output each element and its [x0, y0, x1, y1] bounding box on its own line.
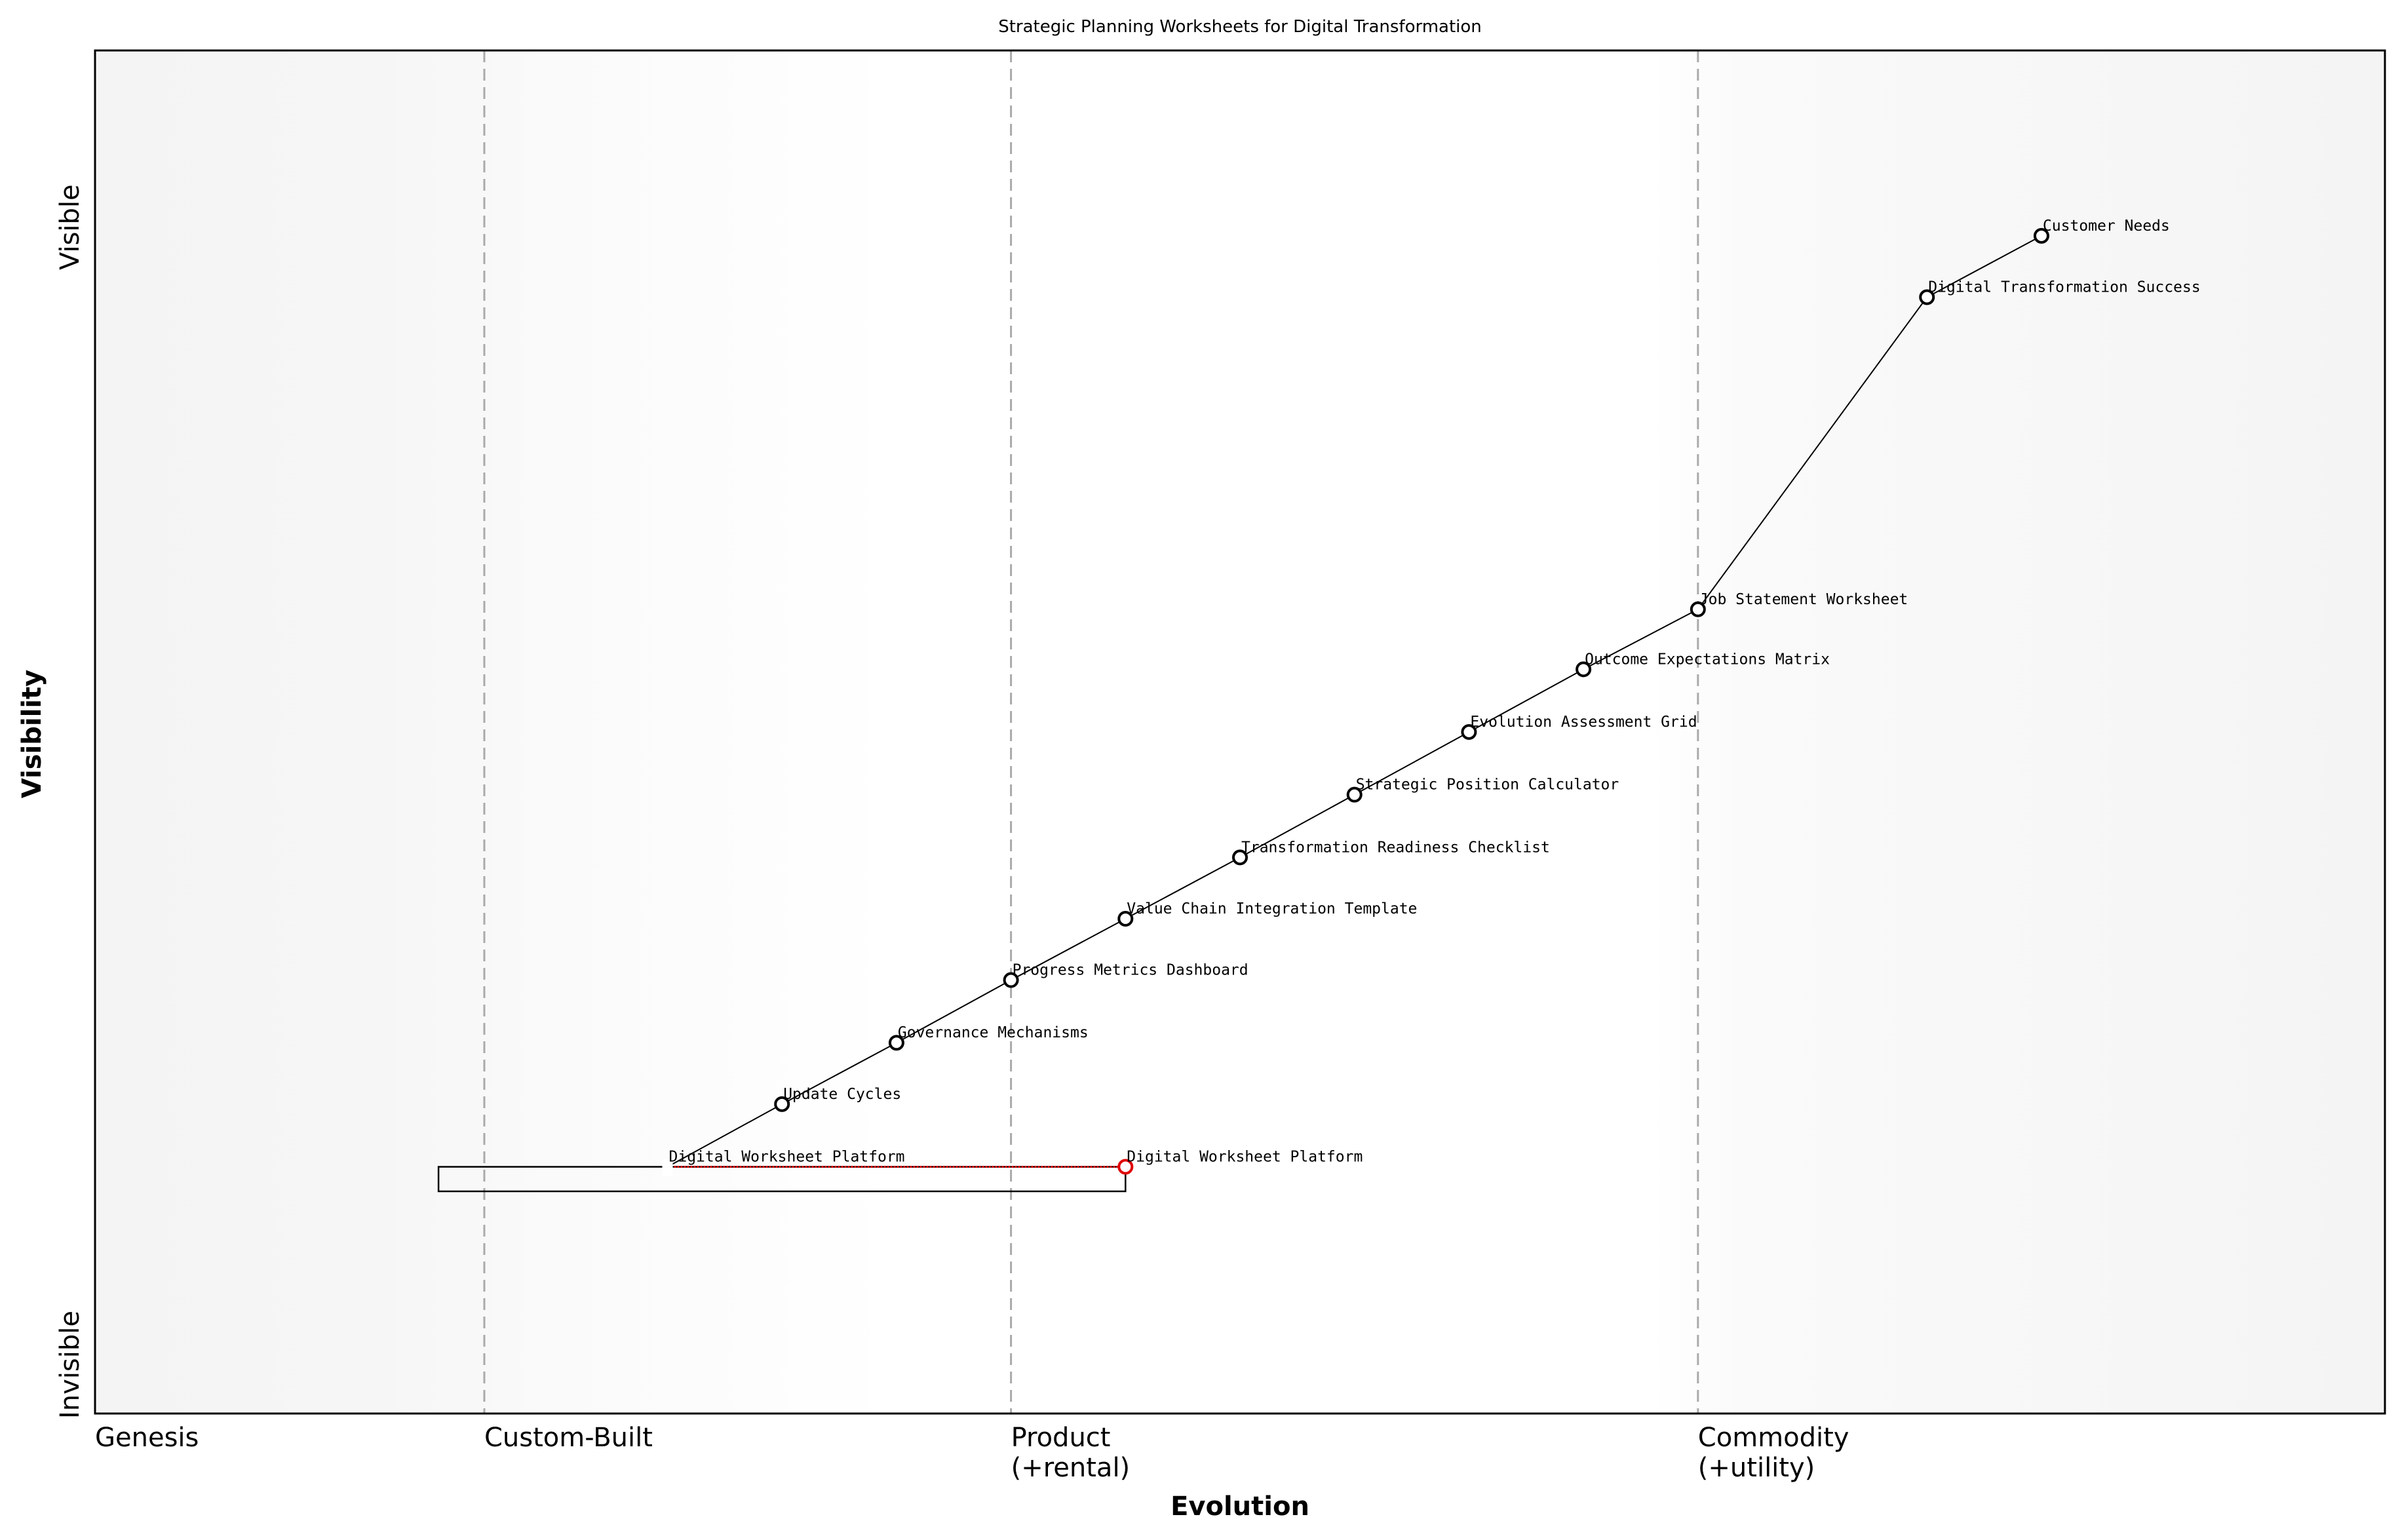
component-label: Transformation Readiness Checklist — [1241, 839, 1550, 856]
component-marker — [1576, 661, 1592, 678]
dependency-link — [1697, 296, 1928, 610]
component-marker — [1461, 724, 1477, 740]
dependency-link — [1926, 235, 2042, 298]
component-label: Governance Mechanisms — [898, 1024, 1089, 1041]
component-label: Outcome Expectations Matrix — [1585, 651, 1830, 668]
y-axis-label: Visibility — [17, 670, 47, 798]
component-label: Progress Metrics Dashboard — [1013, 962, 1248, 979]
component-marker — [662, 1159, 673, 1176]
stage-label: Custom-Built — [484, 1423, 653, 1453]
dependency-link — [1354, 731, 1469, 796]
component-marker — [774, 1096, 790, 1112]
plot-frame — [94, 49, 2386, 1415]
component-marker — [1919, 289, 1935, 305]
dependency-link — [1125, 857, 1241, 919]
dependency-link — [1239, 794, 1355, 858]
dependency-link — [1011, 918, 1126, 981]
y-bottom-label: Invisible — [55, 1311, 85, 1419]
dependency-link — [1583, 608, 1699, 670]
component-label: Job Statement Worksheet — [1699, 591, 1908, 608]
component-label: Evolution Assessment Grid — [1470, 714, 1697, 731]
inertia-box — [437, 1166, 1127, 1193]
component-label: Strategic Position Calculator — [1356, 777, 1619, 794]
stage-label: Commodity (+utility) — [1698, 1423, 1849, 1483]
y-top-label: Visible — [55, 184, 85, 270]
dependency-link — [667, 1103, 783, 1168]
component-marker — [2033, 227, 2049, 244]
component-label: Digital Worksheet Platform — [669, 1149, 905, 1166]
component-marker — [1117, 910, 1134, 927]
stage-label: Product (+rental) — [1011, 1423, 1131, 1483]
component-label: Update Cycles — [783, 1086, 901, 1103]
x-axis-label: Evolution — [1171, 1492, 1309, 1522]
evolved-component-marker — [1117, 1159, 1134, 1175]
dependency-link — [781, 1042, 897, 1105]
component-marker — [1232, 849, 1248, 866]
dependency-link — [896, 979, 1012, 1044]
component-marker — [888, 1035, 904, 1051]
chart-title: Strategic Planning Worksheets for Digita… — [998, 17, 1482, 37]
dependency-link — [1468, 668, 1584, 733]
stage-label: Genesis — [95, 1423, 199, 1453]
component-label: Customer Needs — [2043, 218, 2170, 235]
component-marker — [1003, 972, 1019, 988]
component-marker — [1346, 786, 1363, 803]
evolved-component-label: Digital Worksheet Platform — [1127, 1149, 1363, 1166]
component-label: Digital Transformation Success — [1928, 279, 2200, 296]
plot-background — [95, 50, 2385, 1414]
component-label: Value Chain Integration Template — [1127, 900, 1417, 917]
component-marker — [1690, 601, 1706, 617]
